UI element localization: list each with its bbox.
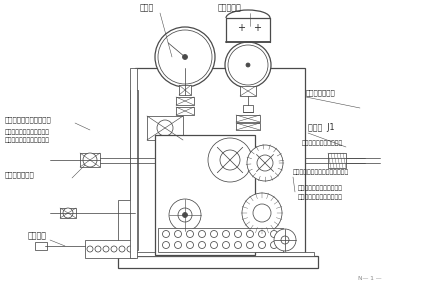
Circle shape (246, 230, 253, 238)
Text: 压力表: 压力表 (140, 3, 154, 13)
Circle shape (242, 193, 282, 233)
Bar (328, 153, 346, 168)
Text: 用于卸压及测定充气压力: 用于卸压及测定充气压力 (302, 140, 343, 146)
Circle shape (183, 55, 187, 59)
Bar (130, 90, 138, 250)
Circle shape (210, 241, 217, 249)
Bar (35, 242, 47, 250)
Bar (60, 208, 76, 218)
Text: 顺时针调节溢流鄀压力升高: 顺时针调节溢流鄀压力升高 (298, 185, 343, 191)
Circle shape (162, 230, 169, 238)
Bar (155, 135, 255, 255)
Circle shape (246, 241, 253, 249)
Text: 逆时针调节节流阀速度减慢: 逆时针调节节流阀速度减慢 (5, 137, 50, 143)
Bar (236, 123, 260, 130)
Circle shape (119, 246, 125, 252)
Bar (135, 68, 305, 256)
Bar (236, 115, 260, 122)
Bar (118, 200, 136, 252)
Circle shape (198, 230, 205, 238)
Bar (179, 85, 191, 95)
Bar (130, 68, 137, 258)
Circle shape (228, 45, 268, 85)
Circle shape (225, 42, 271, 88)
Circle shape (223, 230, 230, 238)
Circle shape (246, 63, 250, 67)
Circle shape (127, 246, 133, 252)
Bar (240, 86, 256, 96)
Circle shape (157, 120, 173, 136)
Bar (147, 116, 183, 140)
Circle shape (223, 241, 230, 249)
Circle shape (87, 246, 93, 252)
Circle shape (158, 30, 212, 84)
Text: 手动油泵: 手动油泵 (28, 232, 47, 241)
Circle shape (63, 208, 73, 218)
Text: 截止鄀  J1: 截止鄀 J1 (308, 123, 334, 133)
Text: 接液压血有杆密: 接液压血有杆密 (306, 90, 336, 96)
Circle shape (175, 241, 181, 249)
Text: N— 1 —: N— 1 — (358, 276, 381, 280)
Circle shape (95, 246, 101, 252)
Circle shape (235, 241, 242, 249)
Bar (176, 107, 194, 115)
Bar (176, 97, 194, 105)
Circle shape (111, 246, 117, 252)
Circle shape (247, 145, 283, 181)
Bar (122, 252, 314, 256)
Circle shape (183, 212, 187, 218)
Circle shape (169, 199, 201, 231)
Circle shape (259, 230, 265, 238)
Circle shape (155, 27, 215, 87)
Circle shape (235, 230, 242, 238)
Text: 接液压血无杆密: 接液压血无杆密 (5, 172, 35, 178)
Bar (85, 240, 135, 258)
Circle shape (259, 241, 265, 249)
Bar (243, 105, 253, 112)
Text: 溢流鄀（控制液压系统最高压力）: 溢流鄀（控制液压系统最高压力） (293, 169, 349, 175)
Circle shape (274, 229, 296, 251)
Circle shape (271, 241, 278, 249)
Circle shape (187, 241, 194, 249)
Circle shape (210, 230, 217, 238)
Circle shape (257, 155, 273, 171)
Circle shape (187, 230, 194, 238)
Bar (80, 153, 100, 167)
Circle shape (198, 241, 205, 249)
Bar (158, 228, 283, 252)
Text: 节流阀（调节开阀速度）: 节流阀（调节开阀速度） (5, 117, 52, 123)
Circle shape (281, 236, 289, 244)
Circle shape (83, 153, 97, 167)
Circle shape (271, 230, 278, 238)
Circle shape (220, 150, 240, 170)
Text: 顺时针调节节流阀速度加快: 顺时针调节节流阀速度加快 (5, 129, 50, 135)
Circle shape (162, 241, 169, 249)
Circle shape (175, 230, 181, 238)
Circle shape (208, 138, 252, 182)
Text: 逆时针调节溢流鄀压力降低: 逆时针调节溢流鄀压力降低 (298, 194, 343, 200)
Text: +: + (253, 23, 261, 33)
Text: 压力控制器: 压力控制器 (218, 3, 242, 13)
Bar (118, 256, 318, 268)
Circle shape (253, 204, 271, 222)
Circle shape (103, 246, 109, 252)
Text: +: + (237, 23, 245, 33)
Circle shape (178, 208, 192, 222)
